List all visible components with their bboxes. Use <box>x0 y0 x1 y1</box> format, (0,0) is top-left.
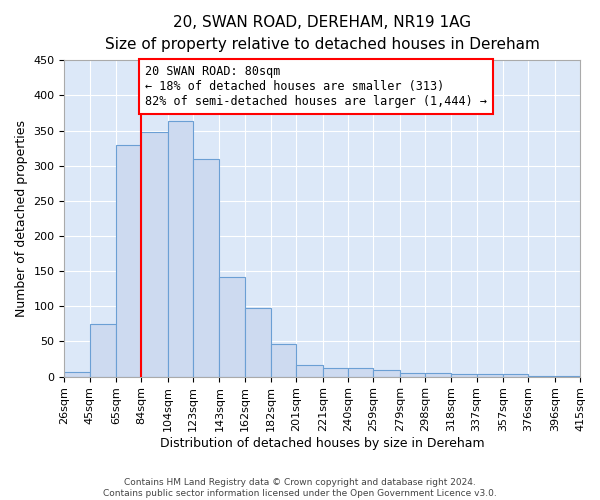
Bar <box>296 364 323 376</box>
Bar <box>503 374 529 376</box>
Bar <box>64 372 89 376</box>
X-axis label: Distribution of detached houses by size in Dereham: Distribution of detached houses by size … <box>160 437 485 450</box>
Bar <box>400 373 425 376</box>
Text: 20 SWAN ROAD: 80sqm
← 18% of detached houses are smaller (313)
82% of semi-detac: 20 SWAN ROAD: 80sqm ← 18% of detached ho… <box>145 65 487 108</box>
Y-axis label: Number of detached properties: Number of detached properties <box>15 120 28 317</box>
Bar <box>220 277 245 376</box>
Bar <box>323 368 348 376</box>
Bar <box>168 122 193 376</box>
Bar <box>425 373 451 376</box>
Bar <box>476 374 503 376</box>
Bar <box>451 374 476 376</box>
Title: 20, SWAN ROAD, DEREHAM, NR19 1AG
Size of property relative to detached houses in: 20, SWAN ROAD, DEREHAM, NR19 1AG Size of… <box>105 15 539 52</box>
Text: Contains HM Land Registry data © Crown copyright and database right 2024.
Contai: Contains HM Land Registry data © Crown c… <box>103 478 497 498</box>
Bar <box>116 144 141 376</box>
Bar <box>89 324 116 376</box>
Bar <box>348 368 373 376</box>
Bar <box>141 132 168 376</box>
Bar <box>271 344 296 376</box>
Bar <box>193 158 220 376</box>
Bar <box>373 370 400 376</box>
Bar <box>245 308 271 376</box>
